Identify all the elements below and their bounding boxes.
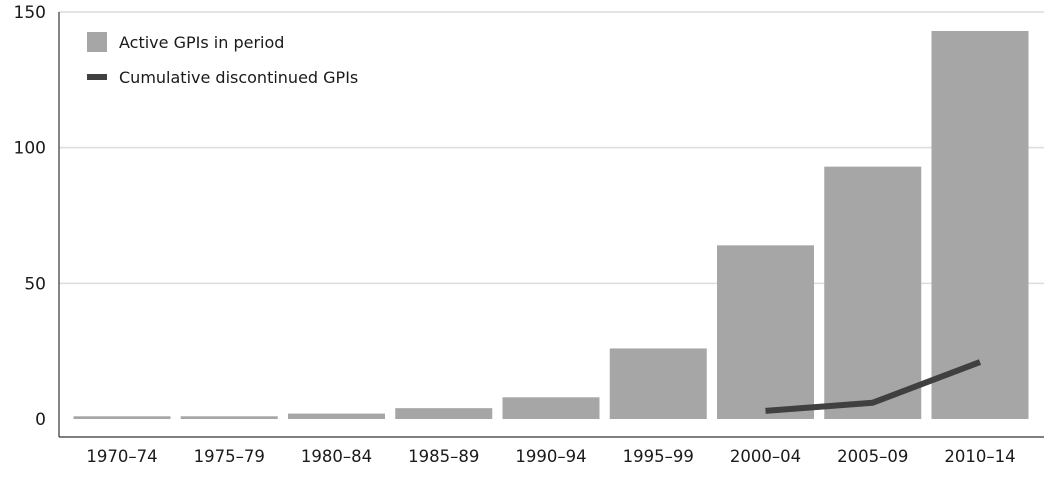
bar-series [73, 30, 1029, 419]
x-tick-label-7: 2005–09 [837, 447, 908, 466]
x-tick-label-3: 1985–89 [408, 447, 479, 466]
bar-2 [288, 413, 385, 419]
line-series [765, 359, 982, 414]
x-tick-label-2: 1980–84 [301, 447, 372, 466]
x-axis-ticks: 1970–74 1975–79 1980–84 1985–89 1990–94 1995–… [86, 447, 1015, 466]
legend-label-bar: Active GPIs in period [119, 33, 284, 52]
x-tick-label-1: 1975–79 [194, 447, 265, 466]
bar-1 [180, 416, 278, 419]
bar-5 [609, 348, 707, 419]
bar-8 [931, 30, 1029, 419]
y-tick-label-150: 150 [14, 3, 46, 23]
legend-swatch-line [87, 74, 107, 80]
line-discontinued [765, 359, 982, 414]
legend-label-line: Cumulative discontinued GPIs [119, 68, 358, 87]
x-tick-label-8: 2010–14 [944, 447, 1015, 466]
y-tick-label-50: 50 [24, 274, 46, 294]
y-tick-label-0: 0 [35, 410, 46, 430]
legend-swatch-bar [87, 32, 107, 52]
bar-3 [395, 408, 493, 419]
bar-6 [717, 245, 814, 419]
x-tick-label-6: 2000–04 [730, 447, 801, 466]
bar-4 [502, 397, 600, 419]
x-tick-label-4: 1990–94 [515, 447, 586, 466]
axes [58, 12, 1044, 438]
y-tick-label-100: 100 [14, 139, 46, 159]
bar-0 [73, 416, 171, 419]
x-tick-label-5: 1995–99 [623, 447, 694, 466]
x-tick-label-0: 1970–74 [86, 447, 157, 466]
legend: Active GPIs in period Cumulative discont… [87, 32, 358, 87]
y-axis-ticks: 0 50 100 150 [14, 3, 46, 430]
bar-7 [824, 166, 922, 419]
